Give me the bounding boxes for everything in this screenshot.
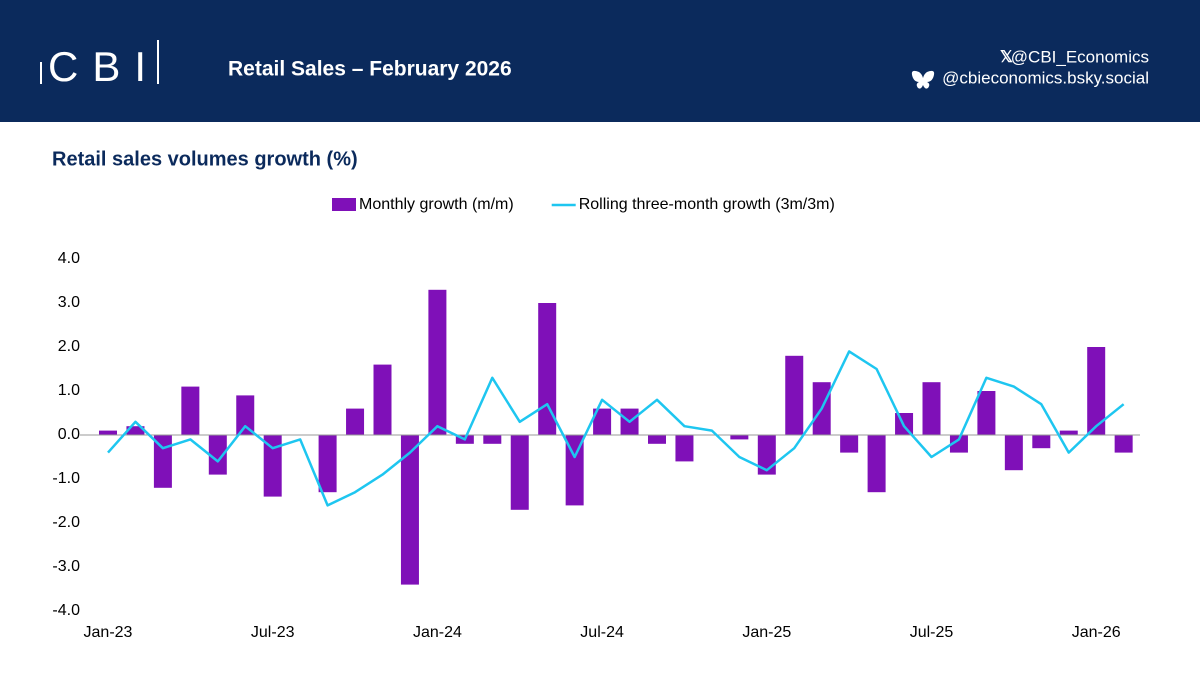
legend-label: Rolling three-month growth (3m/3m)	[579, 196, 835, 213]
bar	[1087, 347, 1106, 435]
x-icon: 𝕏	[1000, 49, 1013, 66]
bar	[1114, 435, 1133, 453]
y-tick-label: -3.0	[52, 558, 80, 575]
bar	[949, 435, 968, 453]
bar	[510, 435, 529, 510]
y-tick-label: -1.0	[52, 470, 80, 487]
bsky-icon	[911, 70, 935, 89]
bar	[675, 435, 694, 462]
bar	[565, 435, 584, 506]
bar	[1004, 435, 1023, 471]
bar	[1032, 435, 1051, 449]
bar	[400, 435, 419, 585]
y-tick-label: 0.0	[58, 426, 80, 443]
bar	[99, 430, 117, 435]
bar	[153, 435, 172, 488]
bar	[236, 395, 255, 435]
x-tick-label: Jan-24	[413, 624, 462, 641]
bar	[428, 289, 447, 435]
bar	[922, 382, 941, 435]
bar	[593, 408, 612, 435]
bar	[126, 426, 145, 435]
bar	[785, 355, 804, 435]
bar	[318, 435, 337, 493]
bsky-handle: @cbieconomics.bsky.social	[942, 68, 1149, 87]
x-tick-label: Jan-25	[742, 624, 791, 641]
y-tick-label: 1.0	[58, 382, 80, 399]
bar	[373, 364, 392, 435]
y-tick-label: -4.0	[52, 602, 80, 619]
bar	[840, 435, 859, 453]
x-tick-label: Jul-25	[910, 624, 954, 641]
x-handle: @CBI_Economics	[1011, 47, 1149, 66]
x-tick-label: Jan-23	[84, 624, 133, 641]
bar	[181, 386, 200, 435]
x-tick-label: Jul-23	[251, 624, 295, 641]
bar	[346, 408, 365, 435]
line	[107, 350, 1125, 507]
y-tick-label: 4.0	[58, 250, 80, 267]
bar	[263, 435, 282, 497]
bar	[538, 303, 557, 435]
y-tick-label: -2.0	[52, 514, 80, 531]
bar	[208, 435, 227, 475]
logo: CBI	[48, 43, 160, 90]
x-tick-label: Jul-24	[580, 624, 624, 641]
header-title: Retail Sales – February 2026	[228, 58, 512, 81]
bar	[730, 435, 749, 440]
bar	[867, 435, 886, 493]
header-band	[0, 0, 1200, 122]
bar	[648, 435, 666, 444]
bar	[757, 435, 776, 475]
y-tick-label: 2.0	[58, 338, 80, 355]
legend-swatch	[332, 198, 356, 211]
bar	[483, 435, 502, 444]
chart-title: Retail sales volumes growth (%)	[52, 148, 358, 170]
bar	[1059, 430, 1078, 435]
bar	[977, 391, 996, 435]
y-tick-label: 3.0	[58, 294, 80, 311]
legend-label: Monthly growth (m/m)	[359, 196, 514, 213]
x-tick-label: Jan-26	[1072, 624, 1121, 641]
